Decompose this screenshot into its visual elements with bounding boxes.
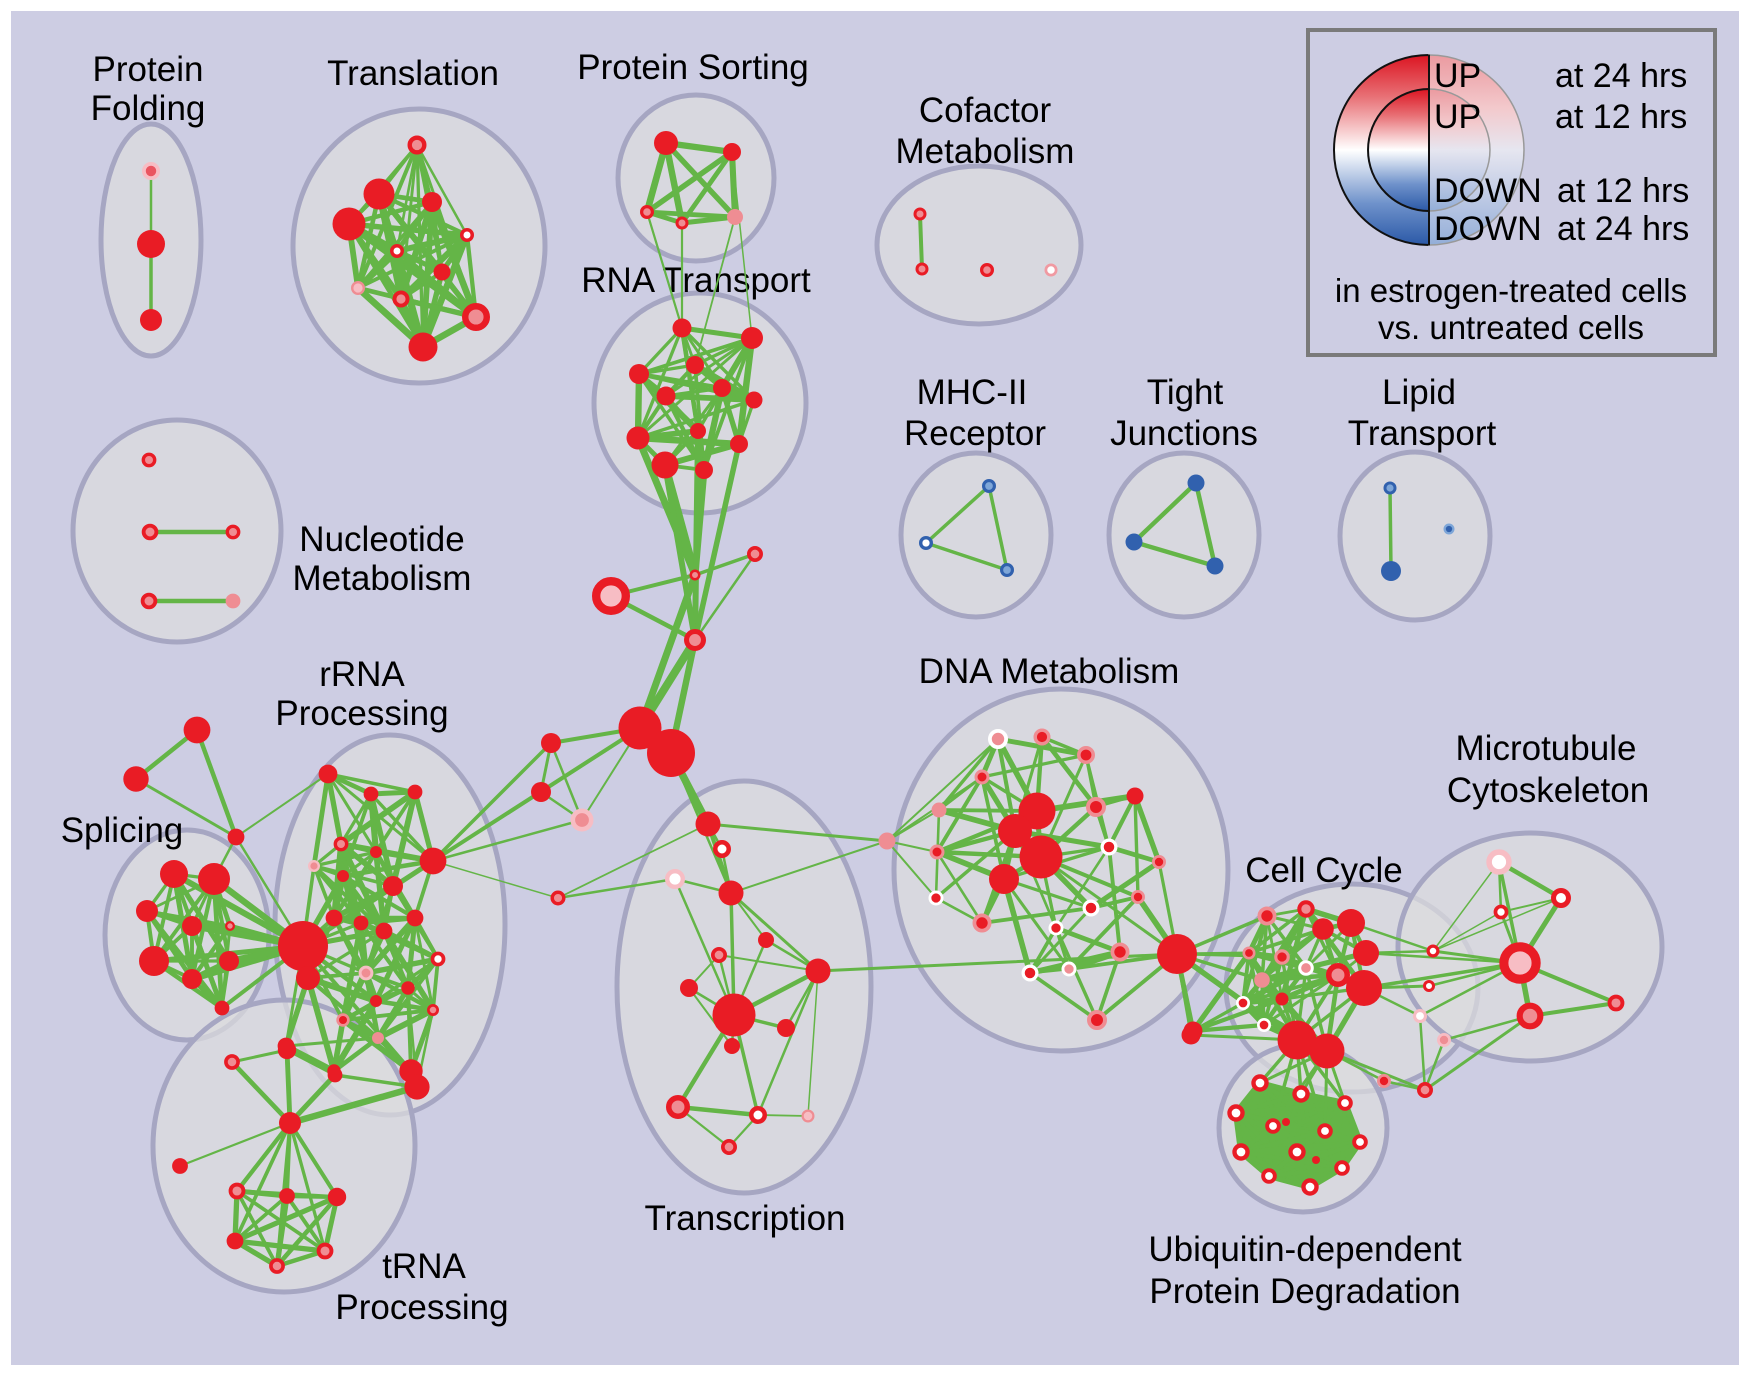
svg-text:Protein Sorting: Protein Sorting xyxy=(577,48,809,87)
svg-text:DNA Metabolism: DNA Metabolism xyxy=(919,652,1180,691)
svg-text:UP: UP xyxy=(1434,98,1481,136)
svg-text:Protein Degradation: Protein Degradation xyxy=(1149,1272,1460,1311)
svg-text:DOWN: DOWN xyxy=(1434,172,1542,210)
svg-text:Receptor: Receptor xyxy=(904,414,1046,453)
svg-text:Processing: Processing xyxy=(275,694,448,733)
svg-text:tRNA: tRNA xyxy=(382,1247,466,1286)
svg-text:Cell Cycle: Cell Cycle xyxy=(1245,851,1403,890)
svg-text:Cofactor: Cofactor xyxy=(919,91,1052,130)
svg-text:Ubiquitin-dependent: Ubiquitin-dependent xyxy=(1148,1230,1462,1269)
svg-text:at 24 hrs: at 24 hrs xyxy=(1557,210,1689,248)
svg-text:Cytoskeleton: Cytoskeleton xyxy=(1447,771,1649,810)
svg-text:Metabolism: Metabolism xyxy=(896,132,1075,171)
svg-text:rRNA: rRNA xyxy=(319,655,405,694)
svg-text:Protein: Protein xyxy=(93,50,204,89)
svg-text:Junctions: Junctions xyxy=(1110,414,1258,453)
svg-text:MHC-II: MHC-II xyxy=(917,373,1028,412)
svg-text:Transport: Transport xyxy=(1348,414,1497,453)
svg-text:Tight: Tight xyxy=(1147,373,1224,412)
svg-text:at 12 hrs: at 12 hrs xyxy=(1557,172,1689,210)
svg-text:Folding: Folding xyxy=(91,89,206,128)
svg-text:in estrogen-treated cells: in estrogen-treated cells xyxy=(1335,272,1687,309)
svg-text:Translation: Translation xyxy=(327,54,499,93)
svg-text:Splicing: Splicing xyxy=(61,811,184,850)
svg-text:Nucleotide: Nucleotide xyxy=(299,520,464,559)
svg-text:vs. untreated cells: vs. untreated cells xyxy=(1378,309,1644,346)
svg-text:Transcription: Transcription xyxy=(645,1199,846,1238)
svg-text:Metabolism: Metabolism xyxy=(293,559,472,598)
svg-text:DOWN: DOWN xyxy=(1434,210,1542,248)
svg-text:UP: UP xyxy=(1434,57,1481,95)
svg-text:Processing: Processing xyxy=(335,1288,508,1327)
svg-text:at 24 hrs: at 24 hrs xyxy=(1555,57,1687,95)
svg-text:Microtubule: Microtubule xyxy=(1456,729,1637,768)
svg-text:Lipid: Lipid xyxy=(1382,373,1456,412)
svg-text:at 12 hrs: at 12 hrs xyxy=(1555,98,1687,136)
svg-text:RNA Transport: RNA Transport xyxy=(581,261,811,300)
